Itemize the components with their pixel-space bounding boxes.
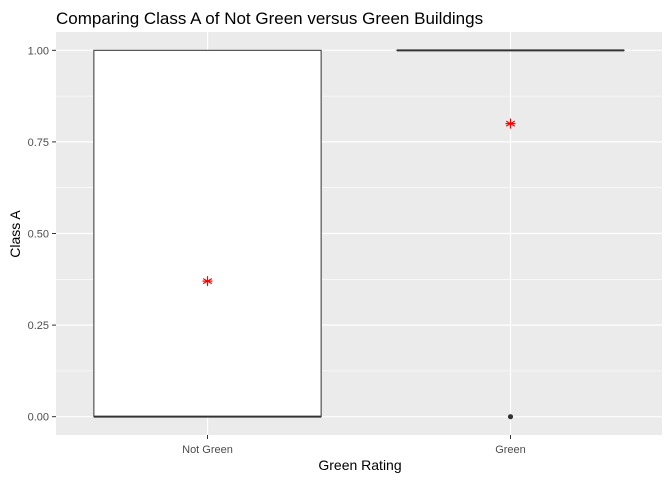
box-green [396, 49, 625, 420]
x-axis-title: Green Rating [318, 457, 401, 473]
y-tick-label: 0.25 [28, 320, 49, 332]
box-not-green [93, 49, 322, 418]
box-body [93, 49, 322, 418]
y-tick-label: 1.00 [28, 45, 49, 57]
x-tick-label: Green [495, 444, 526, 456]
outlier-point [507, 414, 514, 420]
y-tick-label: 0.00 [28, 412, 49, 424]
y-tick-label: 0.50 [28, 229, 49, 241]
chart-title: Comparing Class A of Not Green versus Gr… [56, 9, 483, 28]
y-axis-title: Class A [7, 210, 23, 258]
y-tick-label: 0.75 [28, 137, 49, 149]
mean-marker [505, 118, 516, 129]
x-tick-label: Not Green [182, 444, 233, 456]
mean-marker [202, 276, 213, 287]
